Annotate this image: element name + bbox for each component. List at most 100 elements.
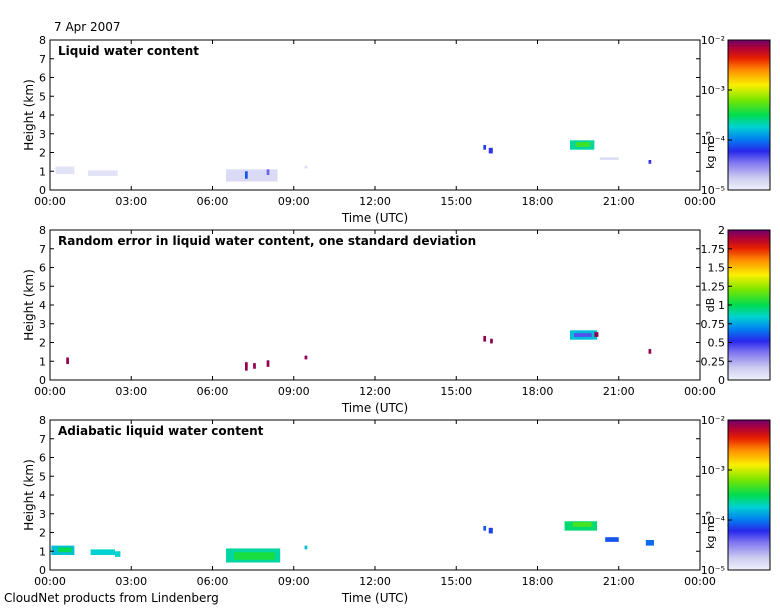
colorbar-unit: dB	[704, 298, 717, 313]
x-tick-label: 00:00	[34, 385, 66, 398]
y-tick-label: 0	[39, 374, 46, 387]
x-tick-label: 21:00	[603, 195, 635, 208]
y-tick-label: 1	[39, 165, 46, 178]
data-cell	[234, 552, 275, 560]
y-tick-label: 5	[39, 470, 46, 483]
data-cell	[226, 169, 278, 182]
y-tick-label: 2	[39, 527, 46, 540]
y-tick-label: 8	[39, 224, 46, 237]
x-tick-label: 06:00	[197, 575, 229, 588]
plot-frame	[49, 419, 701, 571]
y-tick-label: 1	[39, 545, 46, 558]
colorbar-tick-label: 10⁻⁴	[701, 134, 726, 147]
x-tick-label: 18:00	[522, 195, 554, 208]
x-tick-label: 15:00	[440, 195, 472, 208]
data-cell	[66, 357, 69, 365]
x-tick-label: 00:00	[684, 575, 716, 588]
colorbar-tick-label: 0.75	[701, 318, 726, 331]
data-cell	[87, 170, 118, 176]
x-tick-label: 18:00	[522, 385, 554, 398]
y-tick-label: 1	[39, 355, 46, 368]
panel-1: 00:00 03:00 06:00 09:00 12:00 15:00 18:00 21:00…	[22, 34, 771, 225]
colorbar-tick-label: 1.25	[701, 280, 726, 293]
x-tick-label: 03:00	[115, 195, 147, 208]
data-cell	[599, 157, 619, 160]
y-tick-label: 5	[39, 90, 46, 103]
x-tick-label: 00:00	[684, 385, 716, 398]
colorbar-tick-label: 2	[718, 224, 725, 237]
data-cell	[488, 527, 493, 534]
data-cell	[574, 333, 592, 337]
data-cell	[648, 160, 652, 164]
x-tick-label: 15:00	[440, 575, 472, 588]
colorbar-tick-label: 10⁻³	[701, 84, 725, 97]
data-cell	[594, 332, 599, 337]
x-tick-label: 00:00	[684, 195, 716, 208]
footer-credit: CloudNet products from Lindenberg	[4, 591, 219, 605]
colorbar-tick-label: 0	[718, 374, 725, 387]
x-axis-label: Time (UTC)	[341, 211, 408, 225]
x-tick-label: 12:00	[359, 575, 391, 588]
x-tick-label: 09:00	[278, 575, 310, 588]
data-cell	[483, 335, 487, 342]
data-cell	[575, 142, 591, 147]
y-tick-label: 8	[39, 34, 46, 47]
y-tick-label: 2	[39, 147, 46, 160]
data-cell	[58, 547, 72, 553]
panel-title: Liquid water content	[58, 44, 199, 58]
colorbar-tick-label: 0.25	[701, 355, 726, 368]
data-cell	[488, 147, 493, 154]
x-tick-label: 06:00	[197, 195, 229, 208]
x-tick-label: 15:00	[440, 385, 472, 398]
colorbar-tick-label: 10⁻³	[701, 464, 725, 477]
y-tick-label: 6	[39, 262, 46, 275]
panel-3: 00:00 03:00 06:00 09:00 12:00 15:00 18:00 21:00…	[22, 414, 771, 605]
data-cell	[266, 360, 270, 367]
colorbar-tick-label: 10⁻⁴	[701, 514, 726, 527]
y-tick-label: 7	[39, 433, 46, 446]
y-tick-label: 7	[39, 243, 46, 256]
data-cell	[483, 525, 487, 531]
date-label: 7 Apr 2007	[54, 20, 121, 34]
data-cell	[245, 171, 248, 179]
colorbar-tick-label: 10⁻⁵	[701, 564, 725, 577]
data-cell	[483, 145, 487, 150]
y-tick-label: 3	[39, 128, 46, 141]
data-cell	[115, 551, 121, 557]
data-cell	[90, 549, 115, 555]
y-tick-label: 0	[39, 564, 46, 577]
x-axis-label: Time (UTC)	[341, 401, 408, 415]
data-cell	[648, 349, 652, 354]
colorbar-unit: kg m⁻³	[704, 511, 717, 549]
x-axis-label: Time (UTC)	[341, 591, 408, 605]
y-tick-label: 8	[39, 414, 46, 427]
y-tick-label: 3	[39, 508, 46, 521]
y-tick-label: 4	[39, 299, 46, 312]
panel-title: Adiabatic liquid water content	[58, 424, 264, 438]
panel-2: 00:00 03:00 06:00 09:00 12:00 15:00 18:00 21:00…	[22, 224, 771, 415]
data-cell	[490, 338, 493, 344]
x-tick-label: 00:00	[34, 195, 66, 208]
x-tick-label: 18:00	[522, 575, 554, 588]
x-tick-label: 06:00	[197, 385, 229, 398]
colorbar	[727, 39, 771, 191]
x-tick-label: 09:00	[278, 385, 310, 398]
colorbar-tick-label: 1.5	[708, 262, 726, 275]
data-cell	[304, 165, 308, 169]
y-tick-label: 4	[39, 489, 46, 502]
data-cell	[605, 537, 619, 542]
data-cell	[266, 169, 270, 175]
plot-frame	[49, 229, 701, 381]
colorbar-tick-label: 0.5	[708, 337, 726, 350]
y-tick-label: 6	[39, 72, 46, 85]
colorbar-tick-label: 1.75	[701, 243, 726, 256]
y-axis-label: Height (km)	[22, 459, 36, 530]
panel-title: Random error in liquid water content, on…	[58, 234, 476, 248]
x-tick-label: 21:00	[603, 385, 635, 398]
data-cell	[304, 355, 308, 360]
x-tick-label: 12:00	[359, 385, 391, 398]
data-cell	[55, 166, 75, 175]
data-cell	[304, 545, 308, 550]
